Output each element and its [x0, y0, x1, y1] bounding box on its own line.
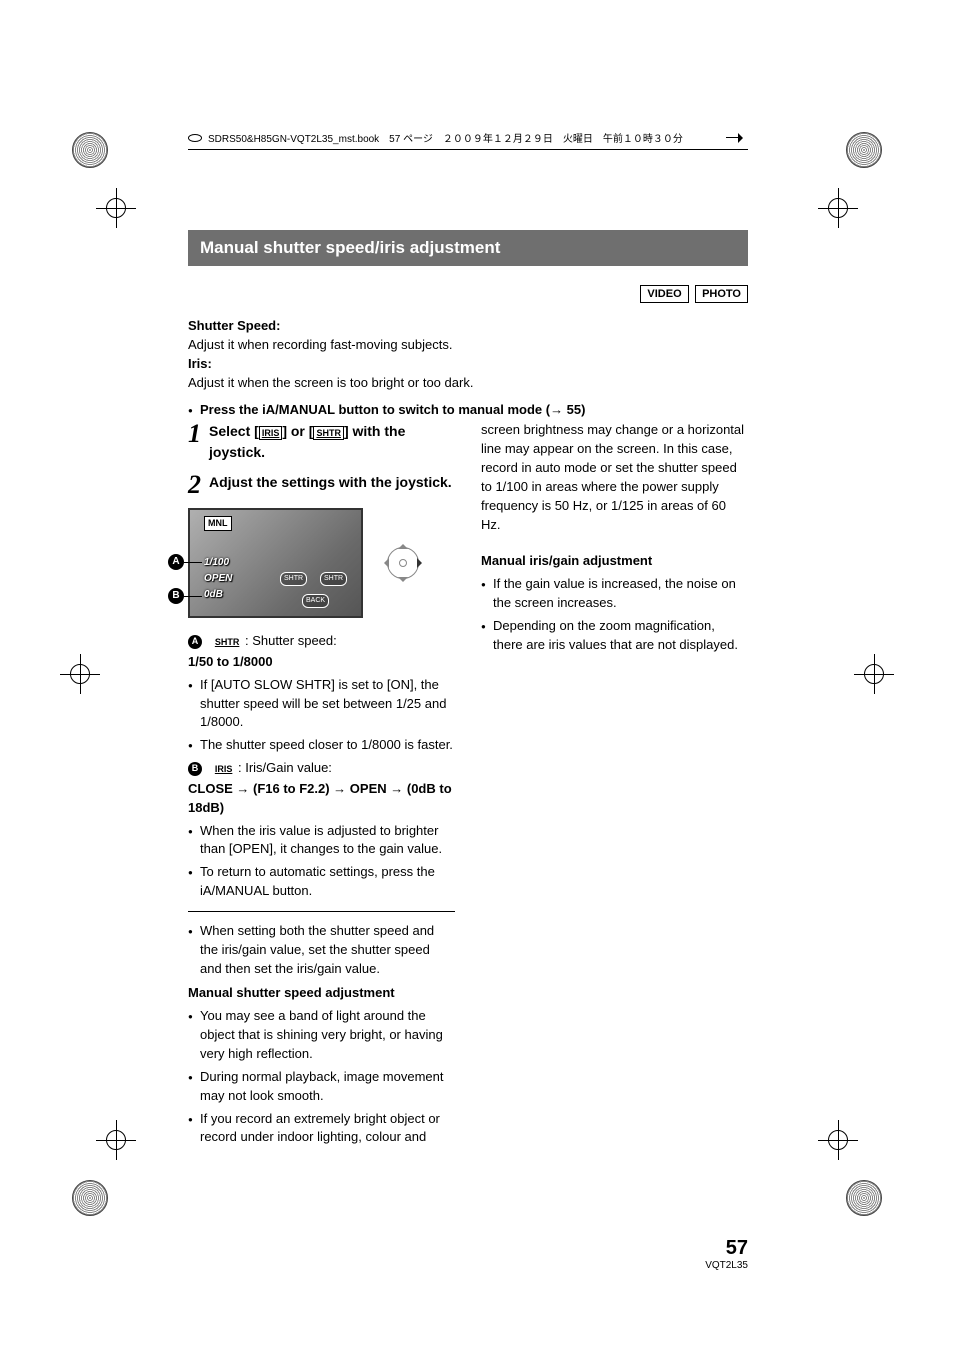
two-column-body: 1 Select [IRIS] or [SHTR] with the joyst… [188, 421, 748, 1151]
mode-photo: PHOTO [695, 285, 748, 303]
regmark-corner [72, 1180, 108, 1216]
callout-b: B [168, 588, 184, 604]
mode-video: VIDEO [640, 285, 688, 303]
press-page: 55) [563, 402, 585, 417]
step-1: 1 Select [IRIS] or [SHTR] with the joyst… [188, 421, 455, 462]
arrow-icon: → [550, 402, 563, 417]
list-item: If [AUTO SLOW SHTR] is set to [ON], the … [188, 676, 455, 733]
page-number: 57 [705, 1237, 748, 1260]
onscreen-shtr-right: SHTR [320, 572, 347, 586]
shot-iris-value: OPEN [204, 572, 232, 587]
crop-mark [854, 654, 894, 694]
list-item: During normal playback, image movement m… [188, 1068, 455, 1106]
lcd-screenshot: A B MNL 1/100 OPEN 0dB SHTR SHTR BACK [188, 508, 363, 618]
lcd-illustration: A B MNL 1/100 OPEN 0dB SHTR SHTR BACK [188, 508, 455, 618]
header-arrow-icon [726, 133, 748, 143]
regmark-corner [846, 132, 882, 168]
list-item: The shutter speed closer to 1/8000 is fa… [188, 736, 455, 755]
header-text: SDRS50&H85GN-VQT2L35_mst.book 57 ページ ２００… [208, 130, 683, 145]
shutter-text: Adjust it when recording fast-moving sub… [188, 336, 748, 355]
shot-shutter-value: 1/100 [204, 556, 229, 571]
list-item: If the gain value is increased, the nois… [481, 575, 748, 613]
crop-mark [96, 188, 136, 228]
mss-heading: Manual shutter speed adjustment [188, 984, 455, 1003]
right-column: screen brightness may change or a horizo… [481, 421, 748, 1151]
joystick-icon [381, 541, 425, 585]
shtr-icon-inline: SHTR [213, 636, 242, 648]
section-title: Manual shutter speed/iris adjustment [188, 230, 748, 266]
page-footer: 57 VQT2L35 [705, 1237, 748, 1271]
both-bullet: When setting both the shutter speed and … [188, 922, 455, 979]
list-item: You may see a band of light around the o… [188, 1007, 455, 1064]
list-item: To return to automatic settings, press t… [188, 863, 455, 901]
step-1-number: 1 [188, 421, 201, 462]
step-2: 2 Adjust the settings with the joystick. [188, 472, 455, 498]
callout-a-line [184, 562, 202, 563]
regmark-corner [72, 132, 108, 168]
shtr-desc: : Shutter speed: [245, 633, 337, 648]
separator [188, 911, 455, 912]
callout-b-line-desc: B IRIS : Iris/Gain value: [188, 759, 455, 778]
mss-continuation: screen brightness may change or a horizo… [481, 421, 748, 534]
shutter-label: Shutter Speed: [188, 317, 748, 336]
page-content: SDRS50&H85GN-VQT2L35_mst.book 57 ページ ２００… [188, 130, 748, 1151]
callout-a-inline: A [188, 635, 202, 649]
shtr-range: 1/50 to 1/8000 [188, 653, 455, 672]
onscreen-back: BACK [302, 594, 329, 608]
step-2-number: 2 [188, 472, 201, 498]
crop-mark [96, 1120, 136, 1160]
mss-bullets: You may see a band of light around the o… [188, 1007, 455, 1147]
print-header: SDRS50&H85GN-VQT2L35_mst.book 57 ページ ２００… [188, 130, 748, 150]
list-item: If you record an extremely bright object… [188, 1110, 455, 1148]
regmark-corner [846, 1180, 882, 1216]
iris-icon: IRIS [259, 426, 283, 440]
left-column: 1 Select [IRIS] or [SHTR] with the joyst… [188, 421, 455, 1151]
step-1-text: Select [IRIS] or [SHTR] with the joystic… [209, 421, 455, 462]
press-line-list: Press the iA/MANUAL button to switch to … [188, 402, 748, 417]
iris-desc: : Iris/Gain value: [238, 760, 332, 775]
iris-text: Adjust it when the screen is too bright … [188, 374, 748, 393]
iris-bullets: When the iris value is adjusted to brigh… [188, 822, 455, 901]
mig-heading: Manual iris/gain adjustment [481, 552, 748, 571]
callout-b-line [184, 596, 202, 597]
crop-mark [818, 188, 858, 228]
crop-mark [60, 654, 100, 694]
press-line: Press the iA/MANUAL button to switch to … [188, 402, 748, 417]
shtr-icon: SHTR [313, 426, 344, 440]
mnl-label: MNL [204, 516, 232, 531]
press-pre: Press the iA/MANUAL button to switch to … [200, 402, 550, 417]
iris-icon-inline: IRIS [213, 763, 235, 775]
callout-b-inline: B [188, 762, 202, 776]
iris-range: CLOSE → (F16 to F2.2) → OPEN → (0dB to 1… [188, 780, 455, 818]
intro-block: Shutter Speed: Adjust it when recording … [188, 317, 748, 392]
step-2-text: Adjust the settings with the joystick. [209, 472, 452, 498]
doc-code: VQT2L35 [705, 1260, 748, 1271]
iris-label: Iris: [188, 355, 748, 374]
list-item: When setting both the shutter speed and … [188, 922, 455, 979]
callout-a: A [168, 554, 184, 570]
onscreen-shtr-left: SHTR [280, 572, 307, 586]
header-oval-icon [188, 134, 202, 142]
crop-mark [818, 1120, 858, 1160]
list-item: When the iris value is adjusted to brigh… [188, 822, 455, 860]
mode-badges: VIDEO PHOTO [188, 284, 748, 303]
callout-a-line-desc: A SHTR : Shutter speed: [188, 632, 455, 651]
shot-gain-value: 0dB [204, 588, 223, 603]
shtr-bullets: If [AUTO SLOW SHTR] is set to [ON], the … [188, 676, 455, 755]
mig-bullets: If the gain value is increased, the nois… [481, 575, 748, 654]
list-item: Depending on the zoom magnification, the… [481, 617, 748, 655]
